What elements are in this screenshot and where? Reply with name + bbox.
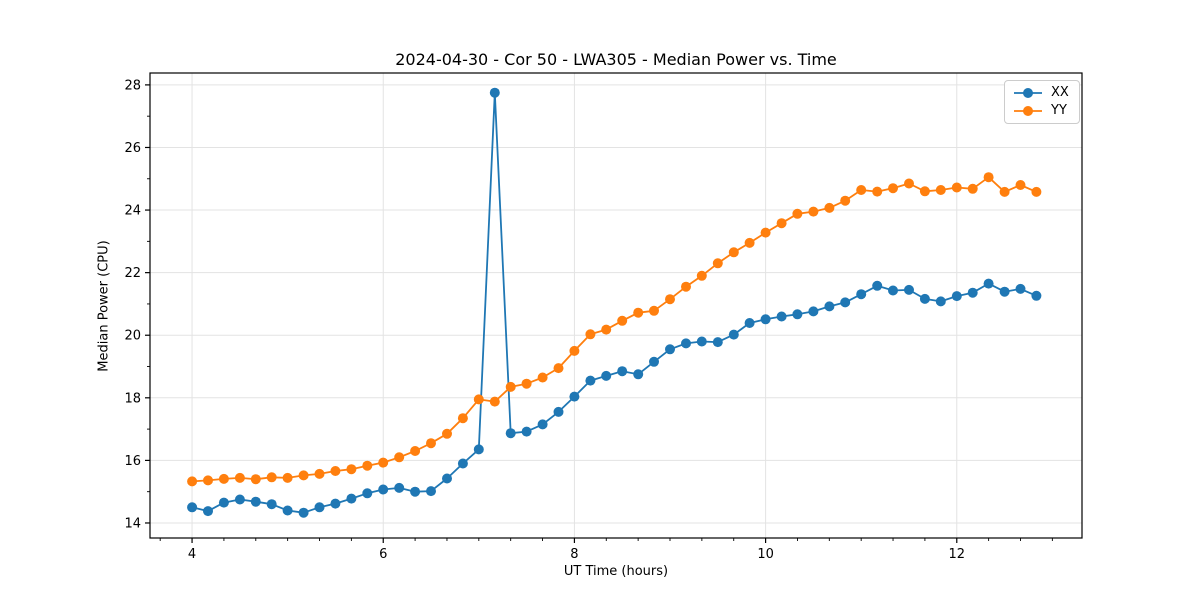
svg-text:26: 26: [124, 141, 141, 156]
legend: XX YY: [1004, 80, 1080, 124]
legend-label: YY: [1051, 103, 1067, 118]
legend-item-yy: YY: [1013, 104, 1069, 117]
svg-text:20: 20: [124, 329, 141, 344]
svg-text:8: 8: [570, 547, 578, 562]
svg-text:12: 12: [949, 547, 966, 562]
legend-line-sample-yy: [1014, 105, 1042, 116]
svg-text:18: 18: [124, 391, 141, 406]
legend-label: XX: [1051, 85, 1069, 100]
svg-text:4: 4: [188, 547, 196, 562]
y-axis-label: Median Power (CPU): [96, 240, 112, 372]
legend-item-xx: XX: [1013, 86, 1069, 99]
svg-text:16: 16: [124, 454, 141, 469]
svg-text:14: 14: [124, 516, 141, 531]
svg-text:22: 22: [124, 266, 141, 281]
svg-text:10: 10: [757, 547, 774, 562]
x-axis-label: UT Time (hours): [563, 564, 669, 579]
chart-title: 2024-04-30 - Cor 50 - LWA305 - Median Po…: [395, 50, 837, 69]
legend-line-sample-xx: [1014, 87, 1042, 98]
svg-text:6: 6: [379, 547, 387, 562]
svg-text:28: 28: [124, 78, 141, 93]
svg-text:24: 24: [124, 204, 141, 219]
